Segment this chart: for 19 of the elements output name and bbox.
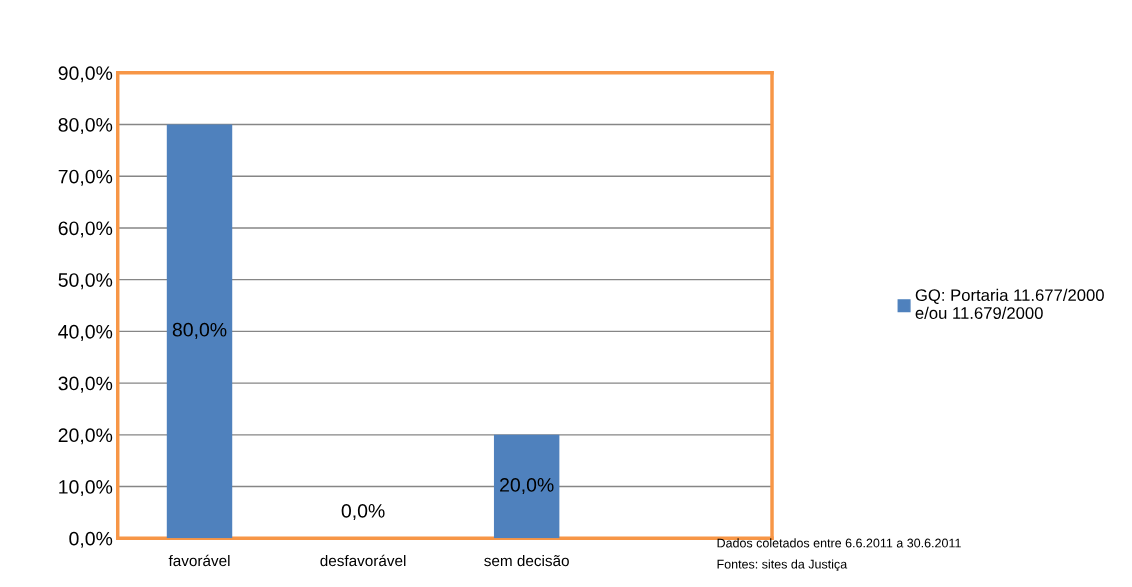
data-label: 0,0% [341,504,385,521]
y-tick-label: 30,0% [58,376,113,393]
y-tick-label: 10,0% [59,480,113,497]
legend-label: GQ: Portaria 11.677/2000 e/ou 11.679/2000 [915,288,1104,319]
text: Fontes: sites da Justiça [717,559,848,572]
y-tick-label: 90,0% [58,66,113,83]
x-tick-label: desfavorável [320,554,406,567]
y-tick-label: 40,0% [58,324,113,341]
annotation: Dados coletados entre 6.6.2011 a 30.6.2011 [717,538,961,548]
x-tick-label: favorável [168,554,230,567]
y-tick-label: 50,0% [58,273,113,290]
y-tick-label: 60,0% [58,221,113,238]
data-label: 20,0% [500,478,554,495]
data-label: 80,0% [172,322,227,339]
y-tick-label: 80,0% [58,117,113,135]
y-tick-label: 0,0% [69,531,113,548]
y-tick-label: 20,0% [58,428,113,445]
y-tick-label: 70,0% [58,169,113,186]
x-tick-label: sem decisão [484,554,569,567]
